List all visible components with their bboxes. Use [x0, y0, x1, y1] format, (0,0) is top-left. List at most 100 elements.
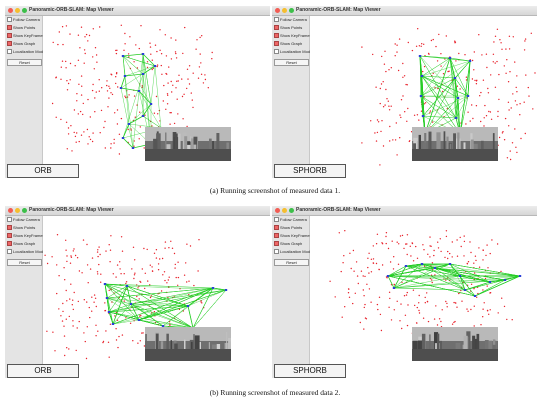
map-point	[143, 345, 146, 347]
checkbox-checked-icon[interactable]	[7, 41, 12, 47]
panorama-structure	[472, 335, 476, 349]
map-point	[161, 257, 164, 260]
reset-button[interactable]: Reset	[7, 59, 42, 66]
checkbox-icon[interactable]	[7, 49, 12, 55]
zoom-window-icon[interactable]	[22, 8, 27, 13]
option-show-keyframes[interactable]: Show KeyFrames	[274, 33, 312, 39]
map-viewer-4: Panoramic-ORB-SLAM: Map Viewer Follow Ca…	[272, 206, 537, 378]
map-point	[100, 273, 102, 275]
option-follow-camera[interactable]: Follow Camera	[274, 217, 307, 223]
option-follow-camera[interactable]: Follow Camera	[7, 217, 40, 223]
map-point	[368, 252, 370, 254]
map-point	[508, 125, 510, 127]
checkbox-icon[interactable]	[7, 217, 12, 223]
checkbox-icon[interactable]	[274, 49, 279, 55]
option-show-graph[interactable]: Show Graph	[7, 241, 35, 247]
close-window-icon[interactable]	[8, 8, 13, 13]
keyframe-marker	[468, 60, 472, 62]
checkbox-checked-icon[interactable]	[7, 225, 12, 231]
checkbox-icon[interactable]	[274, 217, 279, 223]
map-point	[516, 104, 518, 106]
option-show-points[interactable]: Show Points	[274, 225, 302, 231]
covisibility-edge	[130, 289, 227, 305]
zoom-window-icon[interactable]	[22, 208, 27, 213]
map-point	[475, 259, 477, 262]
minimize-window-icon[interactable]	[282, 8, 287, 13]
map-point	[177, 276, 180, 279]
map-point	[379, 102, 381, 105]
checkbox-icon[interactable]	[7, 249, 12, 255]
close-window-icon[interactable]	[275, 8, 280, 13]
minimize-window-icon[interactable]	[15, 208, 20, 213]
option-follow-camera[interactable]: Follow Camera	[274, 17, 307, 23]
option-show-graph[interactable]: Show Graph	[274, 241, 302, 247]
option-label: Show Graph	[13, 41, 36, 46]
map-point	[352, 302, 354, 305]
reset-button[interactable]: Reset	[274, 59, 309, 66]
trajectory-edge	[112, 285, 128, 325]
close-window-icon[interactable]	[8, 208, 13, 213]
map-point	[524, 40, 526, 42]
minimize-window-icon[interactable]	[282, 208, 287, 213]
option-label: Show KeyFrames	[13, 33, 45, 38]
covisibility-edge	[421, 60, 471, 77]
panorama-structure	[191, 138, 195, 149]
option-show-points[interactable]: Show Points	[274, 25, 302, 31]
covisibility-edge	[154, 65, 162, 129]
close-window-icon[interactable]	[275, 208, 280, 213]
checkbox-icon[interactable]	[7, 17, 12, 23]
option-show-keyframes[interactable]: Show KeyFrames	[7, 33, 45, 39]
map-point	[149, 46, 152, 48]
map-point	[484, 104, 486, 107]
map-point	[211, 51, 213, 54]
option-show-graph[interactable]: Show Graph	[274, 41, 302, 47]
checkbox-checked-icon[interactable]	[7, 241, 12, 247]
trajectory-edge	[126, 285, 132, 305]
option-show-points[interactable]: Show Points	[7, 25, 35, 31]
checkbox-checked-icon[interactable]	[274, 41, 279, 47]
title-bar: Panoramic-ORB-SLAM: Map Viewer	[272, 6, 537, 16]
checkbox-checked-icon[interactable]	[7, 25, 12, 31]
map-point	[177, 80, 179, 82]
checkbox-checked-icon[interactable]	[274, 233, 279, 239]
zoom-window-icon[interactable]	[289, 208, 294, 213]
map-point	[465, 123, 467, 125]
checkbox-checked-icon[interactable]	[274, 33, 279, 39]
map-point	[139, 111, 141, 113]
checkbox-checked-icon[interactable]	[274, 241, 279, 247]
map-point	[509, 71, 511, 73]
map-point	[370, 120, 372, 122]
panorama-image	[412, 327, 498, 361]
minimize-window-icon[interactable]	[15, 8, 20, 13]
zoom-window-icon[interactable]	[289, 8, 294, 13]
option-show-keyframes[interactable]: Show KeyFrames	[7, 233, 45, 239]
checkbox-checked-icon[interactable]	[274, 225, 279, 231]
map-point	[384, 50, 386, 52]
checkbox-checked-icon[interactable]	[274, 25, 279, 31]
option-show-points[interactable]: Show Points	[7, 225, 35, 231]
map-point	[486, 285, 488, 287]
option-localization-mode[interactable]: Localization Mode	[7, 49, 45, 55]
checkbox-icon[interactable]	[274, 249, 279, 255]
reset-button[interactable]: Reset	[7, 259, 42, 266]
option-show-keyframes[interactable]: Show KeyFrames	[274, 233, 312, 239]
option-localization-mode[interactable]: Localization Mode	[7, 249, 45, 255]
map-point	[87, 40, 89, 42]
trajectory-edge	[420, 95, 424, 117]
map-point	[124, 95, 126, 97]
checkbox-icon[interactable]	[274, 17, 279, 23]
option-show-graph[interactable]: Show Graph	[7, 41, 35, 47]
map-point	[393, 309, 395, 311]
panorama-structure	[211, 344, 217, 349]
reset-button[interactable]: Reset	[274, 259, 309, 266]
map-point	[445, 35, 447, 37]
option-follow-camera[interactable]: Follow Camera	[7, 17, 40, 23]
option-localization-mode[interactable]: Localization Mode	[274, 249, 312, 255]
map-point	[174, 267, 176, 269]
map-point	[181, 78, 183, 80]
option-localization-mode[interactable]: Localization Mode	[274, 49, 312, 55]
map-point	[72, 299, 74, 301]
checkbox-checked-icon[interactable]	[7, 233, 12, 239]
map-point	[164, 247, 166, 249]
checkbox-checked-icon[interactable]	[7, 33, 12, 39]
